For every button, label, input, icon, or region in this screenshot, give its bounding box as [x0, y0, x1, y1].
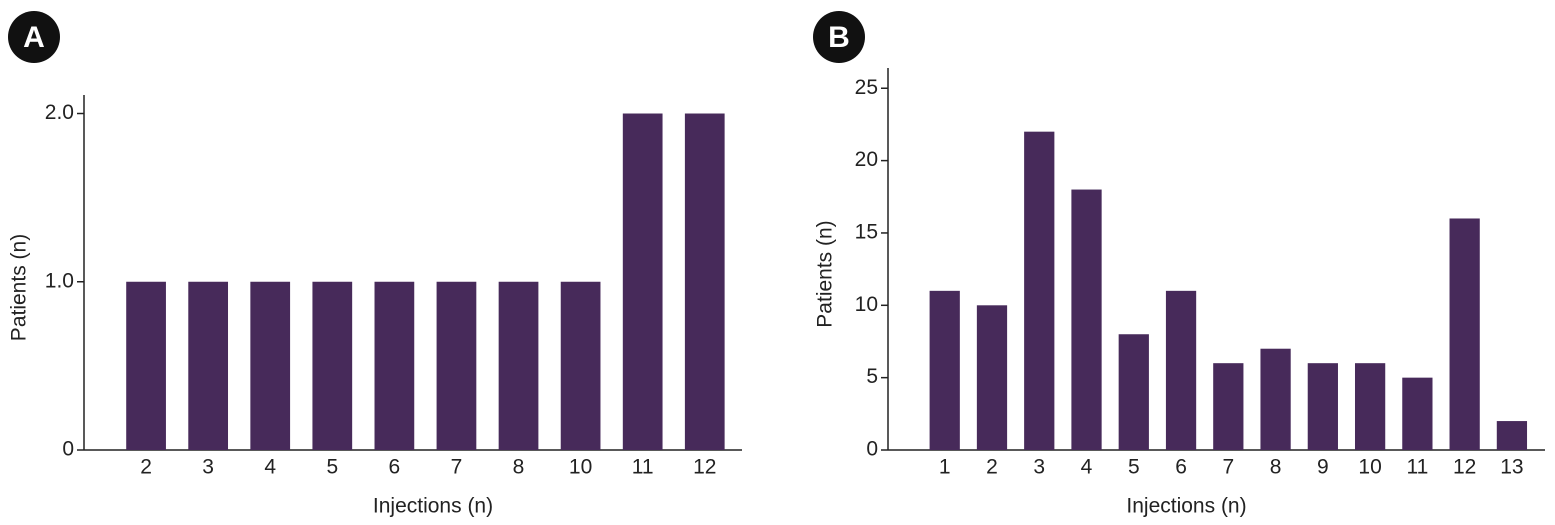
- y-tick-label: 15: [855, 221, 878, 244]
- y-tick-label: 25: [855, 76, 878, 99]
- bar: [436, 281, 477, 450]
- panel-badge: [8, 11, 60, 63]
- bar: [1354, 363, 1386, 450]
- bar: [1165, 290, 1197, 450]
- bar: [1449, 218, 1480, 450]
- bar: [1071, 189, 1102, 450]
- y-tick-label: 2.0: [45, 101, 74, 124]
- x-tick-label: 2: [140, 456, 152, 479]
- bar: [1024, 131, 1055, 450]
- bar: [1260, 348, 1291, 450]
- x-tick-label: 13: [1500, 456, 1523, 479]
- x-tick-label: 4: [1081, 456, 1093, 479]
- bar: [312, 281, 353, 450]
- x-tick-label: 12: [1453, 456, 1476, 479]
- bar: [929, 290, 960, 450]
- x-tick-label: 8: [1270, 456, 1282, 479]
- y-axis-label: Patients (n): [814, 220, 837, 327]
- bar: [1496, 421, 1528, 450]
- x-tick-label: 1: [939, 456, 951, 479]
- bar: [1402, 377, 1433, 450]
- bar: [250, 281, 291, 450]
- x-tick-label: 5: [326, 456, 338, 479]
- x-axis-label: Injections (n): [373, 495, 493, 518]
- x-axis-label: Injections (n): [1126, 495, 1246, 518]
- panel-label: B: [828, 21, 850, 54]
- bar: [684, 113, 725, 450]
- x-tick-label: 7: [451, 456, 463, 479]
- panel-badge: [813, 11, 865, 63]
- bar: [1213, 363, 1244, 450]
- x-tick-label: 11: [1406, 456, 1428, 479]
- x-tick-label: 6: [389, 456, 401, 479]
- x-tick-label: 2: [986, 456, 998, 479]
- panel-label: A: [23, 21, 45, 54]
- y-tick-label: 20: [855, 148, 878, 171]
- y-tick-label: 1.0: [45, 269, 74, 292]
- y-tick-label: 0: [866, 438, 878, 461]
- x-tick-label: 5: [1128, 456, 1140, 479]
- bar: [188, 281, 229, 450]
- x-tick-label: 3: [1033, 456, 1045, 479]
- y-axis-label: Patients (n): [8, 234, 31, 341]
- bar: [126, 281, 166, 450]
- bar: [374, 281, 415, 450]
- x-tick-label: 12: [693, 456, 716, 479]
- bar: [1118, 334, 1149, 450]
- bar: [560, 281, 601, 450]
- y-tick-label: 5: [866, 365, 878, 388]
- x-tick-label: 7: [1222, 456, 1234, 479]
- x-tick-label: 4: [264, 456, 276, 479]
- y-tick-label: 10: [855, 293, 878, 316]
- x-tick-label: 3: [202, 456, 214, 479]
- bar: [498, 281, 539, 450]
- x-tick-label: 8: [513, 456, 525, 479]
- bar: [976, 305, 1008, 450]
- x-tick-label: 10: [569, 456, 592, 479]
- x-tick-label: 10: [1358, 456, 1381, 479]
- y-tick-label: 0: [62, 438, 74, 461]
- x-tick-label: 6: [1175, 456, 1187, 479]
- x-tick-label: 9: [1317, 456, 1329, 479]
- bar: [1307, 363, 1338, 450]
- bar: [622, 113, 663, 450]
- x-tick-label: 11: [632, 456, 654, 479]
